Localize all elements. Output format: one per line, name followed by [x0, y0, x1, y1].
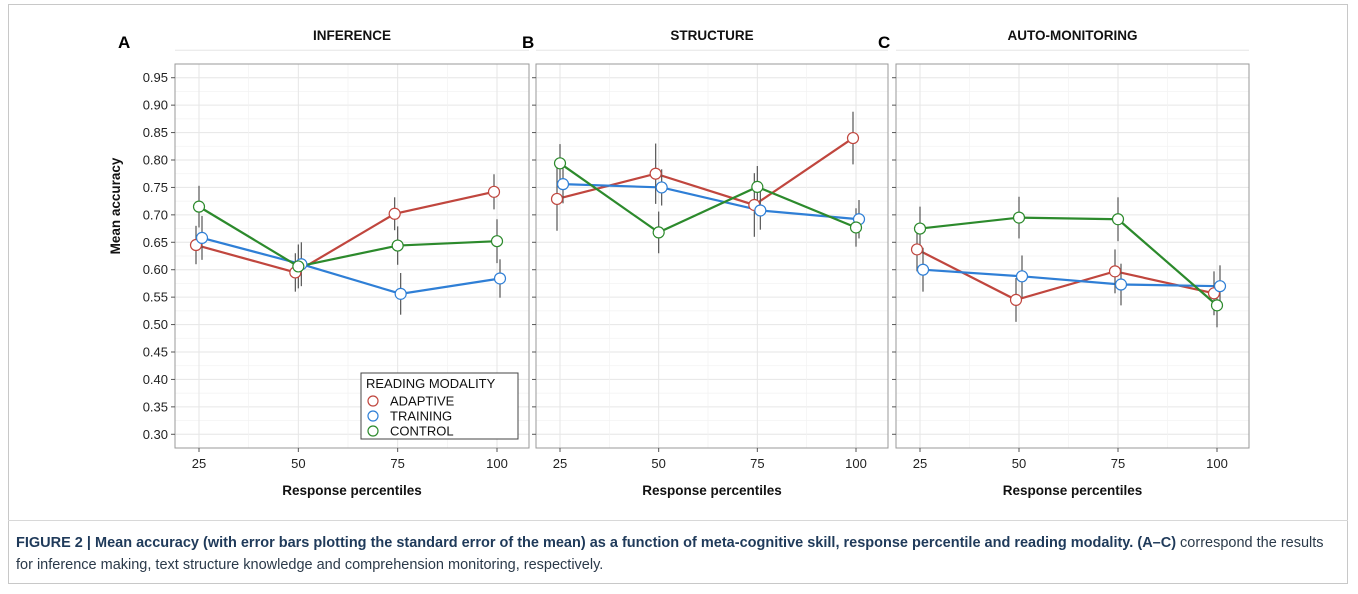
- x-tick-label: 100: [486, 456, 508, 471]
- y-tick-label: 0.70: [143, 207, 168, 222]
- x-tick-label: 25: [192, 456, 206, 471]
- legend-label-control: CONTROL: [390, 424, 454, 439]
- x-tick-label: 50: [651, 456, 665, 471]
- y-tick-label: 0.75: [143, 180, 168, 195]
- series-line-adaptive: [195, 190, 495, 274]
- data-point-training: [1015, 270, 1029, 283]
- panel-border: [174, 63, 530, 449]
- data-point-training: [394, 287, 407, 300]
- data-point-training: [195, 231, 209, 244]
- caption-panel-ref: (A–C): [1137, 535, 1177, 551]
- series-line-adaptive: [556, 137, 854, 207]
- data-point-control: [192, 200, 206, 213]
- data-point-control: [1012, 211, 1026, 224]
- data-point-control: [490, 235, 504, 248]
- caption-divider: [8, 520, 1348, 521]
- legend-marker-control: [367, 425, 379, 437]
- data-point-adaptive: [649, 167, 662, 180]
- panel-letter: B: [522, 33, 534, 52]
- data-point-adaptive: [846, 131, 860, 145]
- caption-figure-label: FIGURE 2 |: [16, 535, 95, 551]
- x-axis-label: Response percentiles: [642, 483, 782, 498]
- x-axis-label: Response percentiles: [1003, 483, 1143, 498]
- data-point-control: [391, 239, 404, 252]
- x-tick-label: 75: [1111, 456, 1125, 471]
- data-point-control: [751, 180, 764, 193]
- series-line-control: [919, 216, 1218, 307]
- x-tick-label: 75: [390, 456, 404, 471]
- series-line-adaptive: [916, 248, 1215, 302]
- y-tick-label: 0.45: [143, 345, 168, 360]
- y-tick-label: 0.85: [143, 125, 168, 140]
- legend-title: READING MODALITY: [366, 376, 496, 391]
- figure-frame: [8, 4, 1348, 584]
- data-point-adaptive: [487, 185, 501, 198]
- legend-label-training: TRAINING: [390, 409, 452, 424]
- x-tick-label: 100: [1206, 456, 1228, 471]
- y-tick-label: 0.65: [143, 235, 168, 250]
- y-tick-label: 0.55: [143, 290, 168, 305]
- series-line-control: [559, 162, 857, 234]
- data-point-training: [655, 181, 668, 194]
- y-tick-label: 0.35: [143, 399, 168, 414]
- panel-title: AUTO-MONITORING: [1008, 28, 1138, 43]
- data-point-control: [1111, 213, 1125, 226]
- x-tick-label: 50: [291, 456, 305, 471]
- y-tick-label: 0.30: [143, 427, 168, 442]
- legend-label-adaptive: ADAPTIVE: [390, 394, 455, 409]
- data-point-adaptive: [1009, 293, 1023, 306]
- series-line-training: [922, 268, 1221, 288]
- x-axis-label: Response percentiles: [282, 483, 422, 498]
- legend-box: [360, 372, 519, 440]
- series-line-training: [562, 183, 860, 221]
- data-point-training: [754, 204, 767, 217]
- y-tick-label: 0.50: [143, 317, 168, 332]
- data-point-control: [1210, 299, 1224, 312]
- caption-bold-text: Mean accuracy (with error bars plotting …: [95, 535, 1138, 551]
- data-point-training: [556, 178, 570, 191]
- figure-caption: FIGURE 2 | Mean accuracy (with error bar…: [16, 532, 1342, 576]
- data-point-adaptive: [910, 243, 924, 256]
- caption-regular-text: correspond the results for inference mak…: [16, 535, 1324, 573]
- y-tick-label: 0.80: [143, 153, 168, 168]
- x-tick-label: 100: [845, 456, 867, 471]
- x-tick-label: 50: [1012, 456, 1026, 471]
- panel-letter: C: [878, 33, 890, 52]
- data-point-control: [553, 157, 567, 170]
- x-tick-label: 25: [553, 456, 567, 471]
- series-line-control: [198, 205, 498, 268]
- data-point-training: [493, 272, 507, 285]
- data-point-control: [652, 226, 665, 239]
- data-point-training: [916, 263, 930, 276]
- legend-marker-training: [367, 410, 379, 422]
- data-point-training: [1114, 278, 1128, 291]
- figure-plots: A INFERENCE 0.30 0.35 0.40 0.45 0.50 0.55 0.60 0.…: [108, 28, 1250, 498]
- y-tick-label: 0.40: [143, 372, 168, 387]
- panel-title: STRUCTURE: [670, 28, 753, 43]
- panel-letter: A: [118, 33, 130, 52]
- y-tick-label: 0.95: [143, 70, 168, 85]
- data-point-adaptive: [550, 192, 564, 206]
- y-tick-label: 0.60: [143, 262, 168, 277]
- panel-border: [535, 63, 889, 449]
- data-point-adaptive: [388, 207, 401, 220]
- y-axis-label: Mean accuracy: [108, 157, 123, 254]
- legend-marker-adaptive: [367, 395, 379, 407]
- x-tick-label: 75: [750, 456, 764, 471]
- panel-border: [895, 63, 1250, 449]
- y-tick-label: 0.90: [143, 98, 168, 113]
- panel-title: INFERENCE: [313, 28, 391, 43]
- data-point-training: [1213, 280, 1227, 293]
- series-line-training: [201, 236, 501, 295]
- data-point-control: [292, 260, 305, 273]
- x-tick-label: 25: [913, 456, 927, 471]
- data-point-control: [849, 221, 863, 234]
- data-point-adaptive: [1108, 265, 1122, 278]
- data-point-control: [913, 222, 927, 235]
